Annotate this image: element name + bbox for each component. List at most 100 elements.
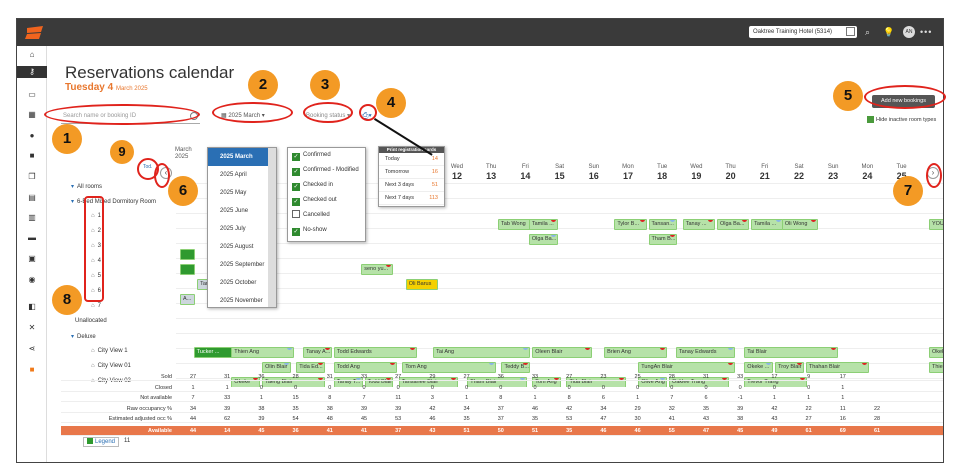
booking-bar[interactable]: Tansan... xyxy=(648,219,678,230)
booking-bar[interactable]: Okeke xyxy=(928,347,943,358)
home-icon[interactable]: ⌂ xyxy=(29,50,35,59)
checkbox-icon[interactable]: ✓ xyxy=(292,228,300,236)
bag-icon[interactable]: ■ xyxy=(29,151,35,160)
booking-bar[interactable]: Thahan Blair xyxy=(805,362,869,373)
scrollbar[interactable] xyxy=(268,148,276,307)
booking-bar[interactable]: Tansanee Blair xyxy=(398,377,459,387)
month-option[interactable]: 2025 April xyxy=(220,172,247,178)
status-option[interactable]: ✓ Checked out xyxy=(288,193,365,208)
key-icon[interactable]: ⚷ xyxy=(17,66,47,78)
booking-bar[interactable]: A... xyxy=(180,294,196,305)
month-option[interactable]: 2025 August xyxy=(220,244,254,250)
room-group[interactable]: ▾ 6-Bed Mixed Dormitory Room xyxy=(71,198,156,205)
booking-bar[interactable]: Todd Ang xyxy=(333,362,397,373)
month-option[interactable]: 2025 March xyxy=(208,148,276,166)
booking-bar[interactable]: Tida Blair xyxy=(566,377,626,387)
month-option[interactable]: 2025 July xyxy=(220,226,246,232)
booking-bar[interactable]: Tai Blair xyxy=(744,347,839,358)
booking-bar[interactable]: Olga Ba... xyxy=(716,219,750,230)
more-menu-icon[interactable]: ••• xyxy=(920,27,933,37)
room-group[interactable]: ▾ All rooms xyxy=(71,183,102,190)
room-row[interactable]: Unallocated xyxy=(75,318,107,324)
booking-bar[interactable]: Todd Edwards xyxy=(333,347,418,358)
chat-icon[interactable]: ▬ xyxy=(28,233,36,242)
document-icon[interactable]: ▤ xyxy=(28,193,36,202)
month-option[interactable]: 2025 May xyxy=(220,190,247,196)
checkbox-icon[interactable]: ✓ xyxy=(292,168,300,176)
checkbox-icon[interactable]: ✓ xyxy=(292,198,300,206)
share-icon[interactable]: ⋖ xyxy=(28,344,36,353)
print-option[interactable]: Next 3 days 51 xyxy=(379,179,444,192)
booking-bar[interactable] xyxy=(180,249,196,260)
status-option[interactable]: ✓ Checked in xyxy=(288,178,365,193)
booking-bar[interactable]: Oli Wong xyxy=(781,219,818,230)
booking-bar[interactable]: Trevor Trang xyxy=(744,377,808,387)
copy-icon[interactable]: ❐ xyxy=(28,172,36,181)
print-option[interactable]: Today 14 xyxy=(379,153,444,166)
tools-icon[interactable]: ✕ xyxy=(28,323,36,332)
chevron-down-icon[interactable]: ▾ xyxy=(71,199,75,205)
booking-bar[interactable]: Tanay A... xyxy=(303,347,332,358)
card-icon[interactable]: ▣ xyxy=(28,254,36,263)
booking-bar[interactable]: Tham Blair xyxy=(467,377,527,387)
print-option[interactable]: Tomorrow 16 xyxy=(379,166,444,179)
room-row[interactable]: ⌂ 5 xyxy=(91,273,101,279)
room-row[interactable]: ⌂ 1 xyxy=(91,213,101,219)
room-row[interactable]: ⌂ City View 02 xyxy=(91,378,131,384)
search-icon[interactable]: ⌕ xyxy=(865,27,871,37)
bed-icon[interactable]: ▭ xyxy=(28,90,36,99)
room-group[interactable]: ▾ Deluxe xyxy=(71,333,96,340)
booking-bar[interactable]: Tom Ang xyxy=(402,362,497,373)
booking-bar[interactable]: Brien Ang xyxy=(604,347,668,358)
booking-bar[interactable]: Tanay ... xyxy=(682,219,715,230)
booking-bar[interactable]: Olin Blair xyxy=(262,362,291,373)
month-option[interactable]: 2025 October xyxy=(220,280,257,286)
booking-bar[interactable]: seno yu... xyxy=(361,264,394,275)
booking-bar[interactable]: Okeke ... xyxy=(744,362,774,373)
booking-bar[interactable]: TungAn Blair xyxy=(638,362,736,373)
status-option[interactable]: Cancelled xyxy=(288,208,365,223)
booking-bar[interactable]: Teddy B... xyxy=(501,362,531,373)
print-option[interactable]: Next 7 days 113 xyxy=(379,192,444,205)
booking-bar[interactable]: Todd Blair xyxy=(364,377,394,387)
info-icon[interactable]: ● xyxy=(29,131,35,140)
booking-bar[interactable]: Okeke xyxy=(231,377,261,387)
status-option[interactable]: ✓ Confirmed - Modified xyxy=(288,163,365,178)
hide-inactive-checkbox[interactable]: Hide inactive room types xyxy=(867,116,936,123)
room-row[interactable]: ⌂ City View 1 xyxy=(91,348,128,354)
palette-icon[interactable]: ◉ xyxy=(28,275,36,284)
room-row[interactable]: ⌂ 7 xyxy=(91,303,101,309)
booking-bar[interactable]: Tanay T... xyxy=(333,377,363,387)
status-option[interactable]: ✓ No-show xyxy=(288,223,365,238)
booking-bar[interactable]: Troy Blair xyxy=(775,362,804,373)
room-row[interactable]: ⌂ 4 xyxy=(91,258,101,264)
chevron-down-icon[interactable]: ▾ xyxy=(71,184,75,190)
booking-bar[interactable]: Tai Ang xyxy=(433,347,531,358)
shop-icon[interactable]: ■ xyxy=(29,365,35,374)
booking-bar[interactable]: Tamila ... xyxy=(528,219,558,230)
month-option[interactable]: 2025 June xyxy=(220,208,249,214)
avatar[interactable]: AN xyxy=(903,26,915,38)
booking-bar[interactable]: Tida Ed... xyxy=(296,362,326,373)
lightbulb-icon[interactable]: 💡 xyxy=(883,27,895,37)
month-option[interactable]: 2025 November xyxy=(220,298,263,304)
status-option[interactable]: ✓ Confirmed xyxy=(288,148,365,163)
booking-bar[interactable]: Taeng Blair xyxy=(262,377,326,387)
booking-bar[interactable]: Tham B... xyxy=(648,234,678,245)
hotel-selector[interactable]: Oaktree Training Hotel (5314) xyxy=(749,26,857,38)
checkbox-icon[interactable]: ✓ xyxy=(292,153,300,161)
booking-bar[interactable]: Oleen Blair xyxy=(532,347,592,358)
chevron-down-icon[interactable]: ▾ xyxy=(71,334,75,340)
exit-icon[interactable]: ◧ xyxy=(28,302,36,311)
booking-bar[interactable]: Thien ... xyxy=(928,362,943,373)
booking-bar[interactable]: Tylor B... xyxy=(614,219,647,230)
booking-bar[interactable]: Olga Ba... xyxy=(528,234,558,245)
booking-bar[interactable]: YOUN... xyxy=(928,219,943,230)
legend-button[interactable]: Legend xyxy=(83,437,120,447)
room-row[interactable]: ⌂ 2 xyxy=(91,228,101,234)
booking-bar[interactable]: Tom Ang xyxy=(532,377,562,387)
calendar-icon[interactable]: ▦ xyxy=(28,110,36,119)
pages-icon[interactable]: ▥ xyxy=(28,213,36,222)
room-row[interactable]: ⌂ City View 01 xyxy=(91,363,131,369)
checkbox-icon[interactable]: ✓ xyxy=(292,183,300,191)
